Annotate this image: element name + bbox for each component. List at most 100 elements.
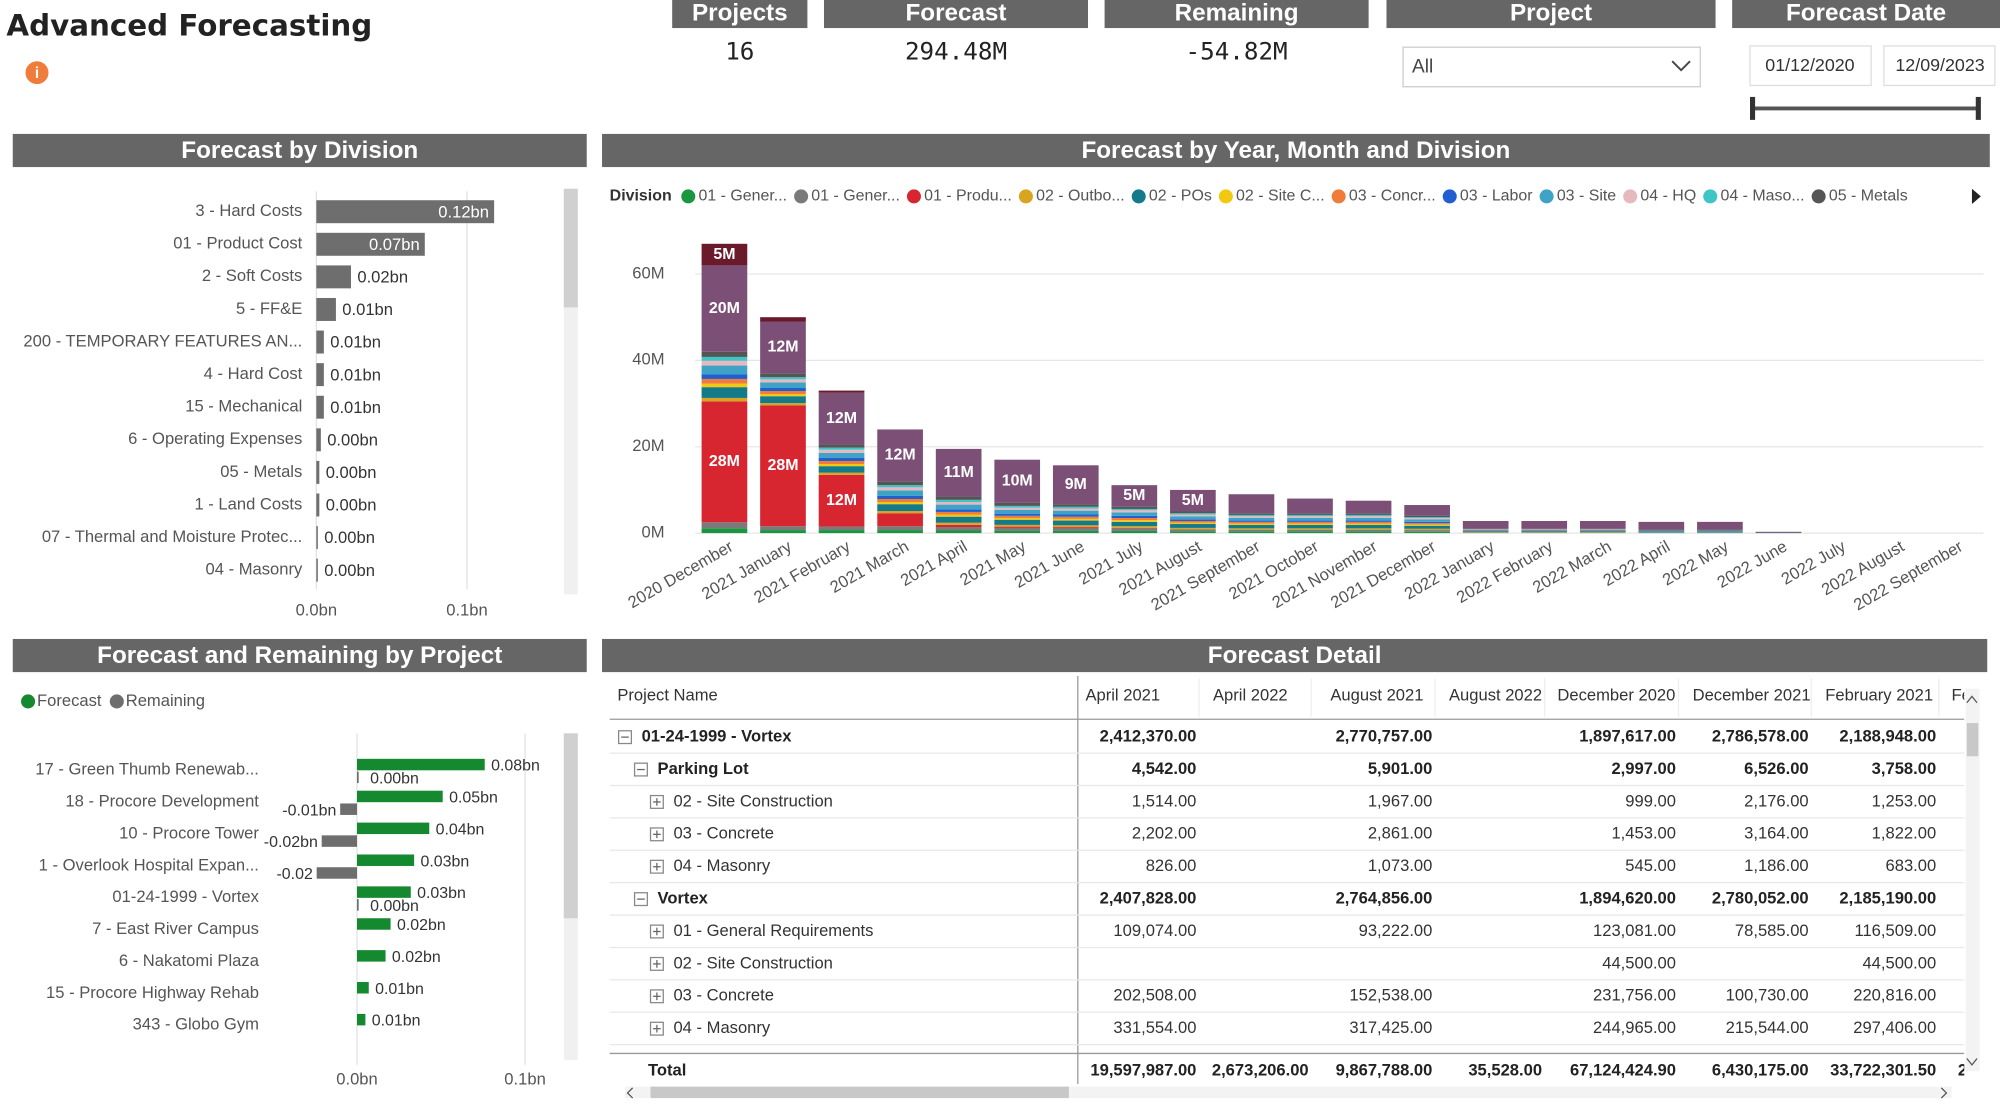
project-dropdown[interactable] [1402, 46, 1701, 88]
row-label: 02 - Site Construction [673, 791, 832, 810]
slider-handle[interactable] [1750, 96, 1756, 120]
bar-segment [1170, 531, 1216, 534]
legend-marker [681, 189, 696, 204]
row-label: 01-24-1999 - Vortex [642, 727, 793, 746]
cell: 317,425.00 [1349, 1018, 1432, 1037]
legend-marker [1623, 189, 1638, 204]
column-header: Project Name [617, 686, 717, 705]
info-icon[interactable] [25, 61, 49, 85]
bar [321, 835, 357, 847]
cell: 1,514.00 [1132, 791, 1197, 810]
scroll-right[interactable] [1940, 1087, 1948, 1099]
legend-marker [1703, 189, 1718, 204]
data-label: 0.02bn [397, 917, 446, 934]
bar-segment [818, 444, 865, 448]
bar-segment [818, 452, 865, 458]
column-header: August 2021 [1330, 686, 1423, 705]
row-label: 04 - Masonry [673, 856, 770, 875]
legend-label: 01 - Produ... [924, 188, 1012, 205]
bar-segment [701, 522, 748, 529]
panel-header [12, 133, 587, 168]
data-label: 5M [713, 246, 735, 263]
data-label: 0.00bn [327, 430, 378, 449]
bar-segment [1404, 528, 1450, 531]
data-label: 0.00bn [326, 463, 377, 482]
legend-label: 02 - Outbo... [1036, 188, 1125, 205]
bar-segment [1111, 512, 1158, 516]
bar-segment [1111, 485, 1158, 507]
bar-segment [1052, 510, 1099, 515]
total-cell: 67,124,424.90 [1570, 1061, 1676, 1080]
date-start-input[interactable] [1749, 45, 1872, 87]
bar-segment [935, 499, 982, 503]
cell: 123,081.00 [1593, 921, 1676, 940]
data-label: 0.12bn [438, 202, 489, 221]
data-label: 0.01bn [375, 981, 424, 998]
bar-segment [760, 405, 806, 527]
bar-segment [1345, 513, 1392, 515]
scrollbar-thumb[interactable] [650, 1086, 1069, 1099]
bar-segment [994, 459, 1041, 503]
cell: 2,764,856.00 [1336, 888, 1433, 907]
scrollbar-thumb[interactable] [563, 733, 578, 919]
bar-segment [701, 528, 748, 534]
data-label: 0.01bn [372, 1013, 421, 1030]
row-label: 02 - Site Construction [673, 953, 832, 972]
bar-segment [1287, 529, 1333, 532]
scrollbar-thumb[interactable] [563, 188, 578, 308]
data-label: -0.01bn [282, 802, 336, 819]
bar-segment [1111, 510, 1158, 513]
y-tick-label: 60M [632, 263, 664, 282]
bar-segment [1170, 527, 1216, 530]
bar-segment [760, 526, 806, 531]
column-header: August 2022 [1449, 686, 1542, 705]
bar-segment [994, 513, 1041, 516]
bar-segment [1345, 520, 1392, 522]
bar-segment [1170, 524, 1216, 528]
bar [356, 899, 359, 911]
bar-segment [818, 464, 865, 467]
total-cell: 2,673,206.00 [1212, 1061, 1309, 1080]
cell: 297,406.00 [1853, 1018, 1936, 1037]
data-label: 5M [1123, 487, 1145, 504]
scroll-up[interactable] [1966, 695, 1978, 704]
bar-segment [994, 517, 1041, 520]
data-label: 0.01bn [330, 333, 381, 352]
bar [356, 918, 391, 930]
slider-handle[interactable] [1975, 96, 1981, 120]
bar-segment [1170, 489, 1216, 512]
data-label: -0.02bn [264, 834, 318, 851]
cell: 545.00 [1625, 856, 1676, 875]
bar [356, 982, 369, 994]
data-label: 12M [767, 339, 798, 356]
column-header: Fe [1952, 686, 1971, 705]
bar-segment [1345, 514, 1392, 517]
bar-segment [1287, 523, 1333, 525]
cell: 2,407,828.00 [1100, 888, 1197, 907]
y-tick-label: 6 - Nakatomi Plaza [119, 951, 260, 970]
bar-segment [935, 496, 982, 500]
scroll-down[interactable] [1966, 1058, 1978, 1066]
total-cell: 2 [1958, 1061, 1967, 1080]
y-tick-label: 20M [632, 436, 664, 455]
bar-segment [935, 448, 982, 497]
bar-segment [1052, 520, 1099, 526]
scroll-left[interactable] [626, 1087, 634, 1099]
scrollbar-thumb[interactable] [1966, 723, 1979, 757]
cell: 1,967.00 [1368, 791, 1433, 810]
bar-segment [1170, 514, 1216, 517]
y-tick-label: 15 - Mechanical [185, 397, 302, 416]
data-label: 0.02bn [357, 268, 408, 287]
legend-label: 04 - Maso... [1720, 188, 1804, 205]
bar-segment [701, 351, 748, 357]
date-end-input[interactable] [1883, 45, 1996, 87]
data-label: 0.03bn [421, 853, 470, 870]
bar-segment [1521, 530, 1568, 532]
bar-segment [994, 509, 1041, 514]
bar-segment [1052, 527, 1099, 531]
cell: 1,894,620.00 [1579, 888, 1676, 907]
legend-next[interactable] [1971, 188, 1981, 205]
column-header: December 2020 [1557, 686, 1675, 705]
legend-label: 03 - Site [1557, 188, 1616, 205]
bar-segment [701, 243, 748, 266]
